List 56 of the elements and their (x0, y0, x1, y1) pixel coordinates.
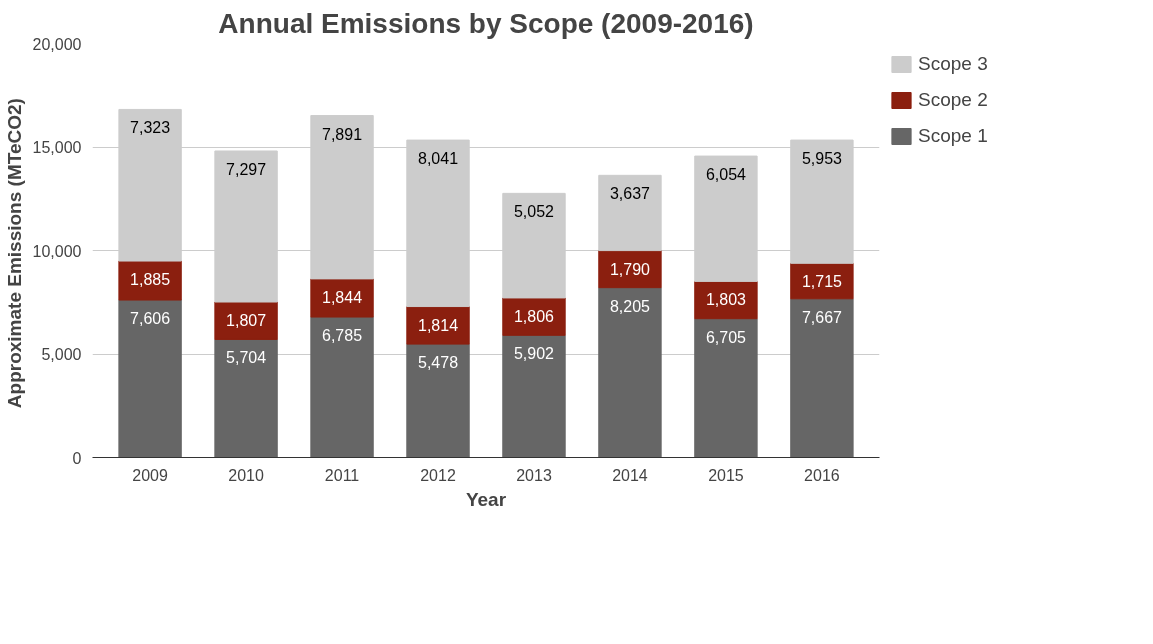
y-axis-title: Approximate Emissions (MTeCO2) (3, 98, 25, 409)
data-label: 1,814 (417, 316, 459, 334)
y-tick-label: 15,000 (32, 139, 82, 156)
y-tick-label: 20,000 (32, 35, 82, 53)
data-label: 1,806 (513, 307, 555, 325)
bar (694, 318, 758, 458)
bar (598, 287, 662, 458)
data-label: 6,054 (705, 166, 747, 184)
data-label: 5,953 (801, 150, 843, 168)
data-label: 6,785 (322, 327, 363, 345)
bar (118, 299, 182, 458)
y-tick-label: 0 (72, 449, 82, 467)
data-label: 7,606 (130, 310, 171, 328)
data-label: 1,844 (322, 288, 363, 306)
data-label: 7,891 (322, 125, 363, 143)
data-label: 3,637 (609, 185, 651, 203)
data-label: 1,807 (226, 312, 267, 330)
legend-label: Scope 1 (918, 125, 988, 147)
x-tick-label: 2012 (420, 466, 456, 484)
x-tick-label: 2015 (708, 466, 744, 484)
legend-label: Scope 2 (918, 89, 988, 111)
x-tick-label: 2013 (516, 466, 552, 484)
x-axis-title: Year (465, 488, 507, 510)
bar (790, 298, 854, 458)
data-label: 7,297 (226, 160, 267, 178)
data-label: 7,667 (801, 308, 843, 326)
bar (214, 150, 278, 303)
bar (214, 338, 278, 458)
x-tick-label: 2010 (228, 466, 264, 484)
bar (598, 174, 662, 252)
data-label: 7,323 (130, 119, 171, 137)
bar (310, 316, 374, 458)
data-label: 6,705 (705, 328, 747, 346)
data-label: 1,715 (801, 273, 843, 291)
data-label: 5,052 (513, 203, 555, 221)
x-tick-label: 2009 (132, 466, 168, 484)
data-label: 8,205 (609, 297, 651, 315)
chart-title: Annual Emissions by Scope (2009-2016) (218, 7, 754, 39)
bar (406, 343, 470, 458)
data-label: 1,885 (130, 271, 171, 289)
data-label: 5,902 (513, 345, 555, 363)
bar (694, 155, 758, 282)
data-label: 1,790 (609, 260, 651, 278)
bar (406, 306, 470, 345)
bar (502, 334, 566, 458)
x-tick-label: 2011 (324, 466, 360, 484)
y-tick-label: 5,000 (41, 346, 82, 363)
data-label: 8,041 (417, 150, 459, 168)
bar (502, 192, 566, 299)
y-tick-label: 10,000 (32, 242, 82, 260)
x-tick-label: 2014 (612, 466, 648, 484)
data-label: 5,704 (226, 349, 267, 367)
x-tick-label: 2016 (804, 466, 840, 484)
data-label: 1,803 (705, 291, 747, 309)
legend-label: Scope 3 (918, 53, 988, 75)
data-label: 5,478 (417, 354, 459, 372)
